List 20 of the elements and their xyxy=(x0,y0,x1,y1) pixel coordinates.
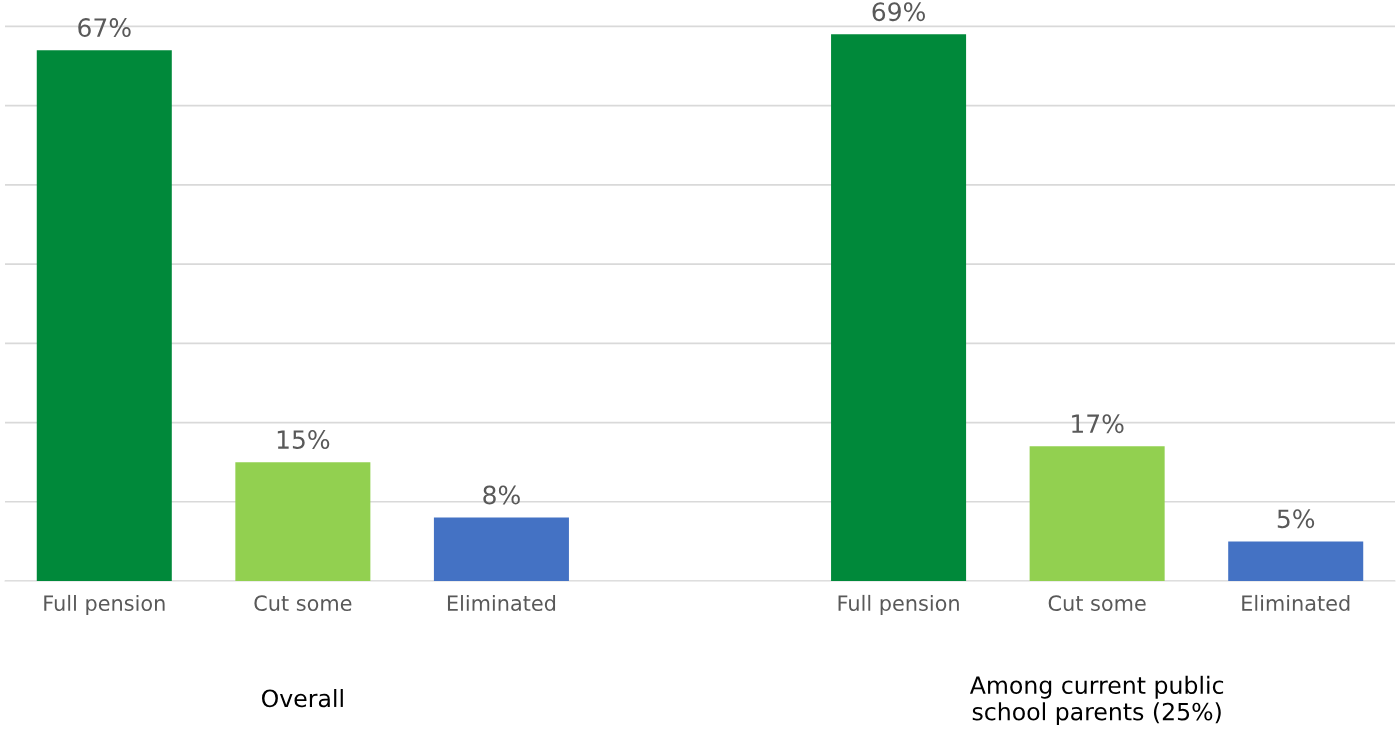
bar xyxy=(433,517,569,581)
x-tick-label: Eliminated xyxy=(1242,594,1350,612)
x-tick-label: Cut some xyxy=(1048,595,1146,612)
text: Among current public school parents (25%) xyxy=(969,675,1224,726)
bar xyxy=(235,462,371,581)
data-label: 15% xyxy=(277,430,330,449)
data-label: 67% xyxy=(78,18,131,37)
bar xyxy=(36,50,172,581)
bar xyxy=(831,34,967,581)
bar xyxy=(1228,541,1364,581)
data-label: 8% xyxy=(483,485,520,505)
x-tick-label: Full pension xyxy=(44,594,165,616)
text: Overall xyxy=(261,689,343,708)
x-tick-label: Full pension xyxy=(838,594,959,616)
data-label: 5% xyxy=(1277,509,1315,529)
data-label: 69% xyxy=(872,2,925,22)
x-tick-label: Eliminated xyxy=(447,594,556,612)
x-tick-label: Cut some xyxy=(254,595,352,612)
bar xyxy=(1029,446,1165,581)
data-label: 17% xyxy=(1072,414,1124,434)
